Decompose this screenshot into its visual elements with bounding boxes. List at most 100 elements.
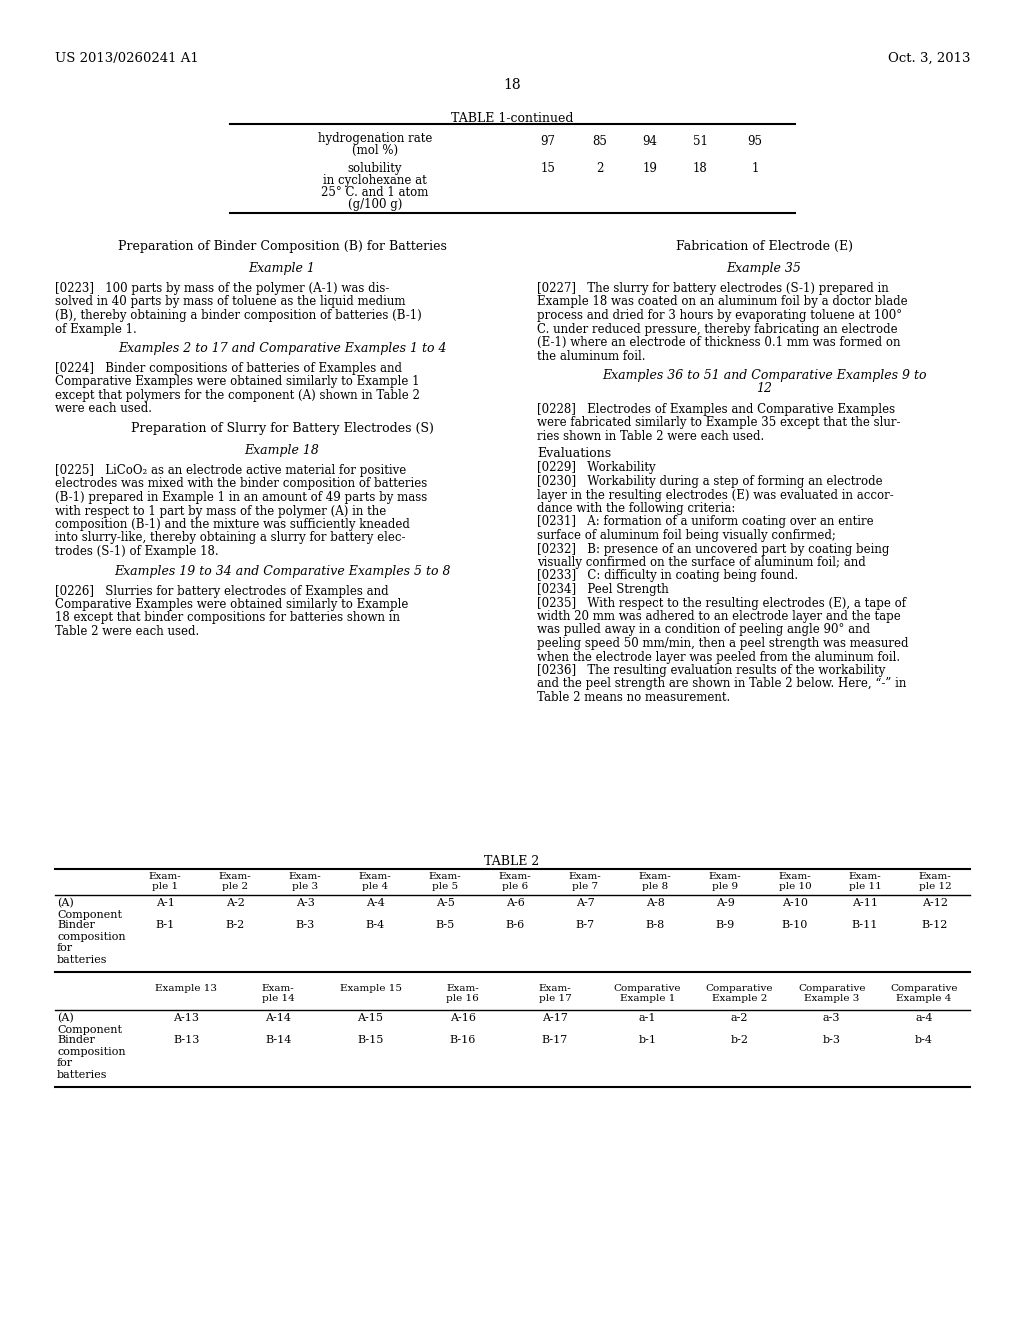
Text: A-12: A-12	[922, 898, 948, 908]
Text: b-1: b-1	[638, 1035, 656, 1045]
Text: Comparative
Example 4: Comparative Example 4	[890, 983, 957, 1003]
Text: peeling speed 50 mm/min, then a peel strength was measured: peeling speed 50 mm/min, then a peel str…	[537, 638, 908, 649]
Text: (mol %): (mol %)	[352, 144, 398, 157]
Text: A-6: A-6	[506, 898, 524, 908]
Text: Exam-
ple 2: Exam- ple 2	[219, 873, 251, 891]
Text: (B-1) prepared in Example 1 in an amount of 49 parts by mass: (B-1) prepared in Example 1 in an amount…	[55, 491, 427, 504]
Text: 19: 19	[643, 162, 657, 176]
Text: of Example 1.: of Example 1.	[55, 322, 137, 335]
Text: (E-1) where an electrode of thickness 0.1 mm was formed on: (E-1) where an electrode of thickness 0.…	[537, 337, 900, 348]
Text: Table 2 means no measurement.: Table 2 means no measurement.	[537, 690, 730, 704]
Text: [0232]   B: presence of an uncovered part by coating being: [0232] B: presence of an uncovered part …	[537, 543, 890, 556]
Text: [0233]   C: difficulty in coating being found.: [0233] C: difficulty in coating being fo…	[537, 569, 798, 582]
Text: 18: 18	[692, 162, 708, 176]
Text: Binder
composition
for
batteries: Binder composition for batteries	[57, 1035, 126, 1080]
Text: a-2: a-2	[731, 1012, 749, 1023]
Text: 97: 97	[541, 135, 555, 148]
Text: 25° C. and 1 atom: 25° C. and 1 atom	[322, 186, 429, 199]
Text: trodes (S-1) of Example 18.: trodes (S-1) of Example 18.	[55, 545, 219, 558]
Text: Comparative
Example 1: Comparative Example 1	[613, 983, 681, 1003]
Text: A-1: A-1	[156, 898, 174, 908]
Text: Exam-
ple 3: Exam- ple 3	[289, 873, 322, 891]
Text: A-3: A-3	[296, 898, 314, 908]
Text: 51: 51	[692, 135, 708, 148]
Text: Comparative
Example 3: Comparative Example 3	[798, 983, 865, 1003]
Text: Preparation of Slurry for Battery Electrodes (S): Preparation of Slurry for Battery Electr…	[131, 422, 433, 436]
Text: 12: 12	[756, 383, 772, 396]
Text: (A)
Component: (A) Component	[57, 1012, 122, 1035]
Text: A-4: A-4	[366, 898, 384, 908]
Text: B-10: B-10	[781, 920, 808, 931]
Text: b-3: b-3	[822, 1035, 841, 1045]
Text: Evaluations: Evaluations	[537, 447, 611, 459]
Text: B-1: B-1	[156, 920, 175, 931]
Text: A-14: A-14	[265, 1012, 292, 1023]
Text: Exam-
ple 17: Exam- ple 17	[539, 983, 571, 1003]
Text: B-16: B-16	[450, 1035, 476, 1045]
Text: 1: 1	[752, 162, 759, 176]
Text: a-3: a-3	[823, 1012, 841, 1023]
Text: Example 15: Example 15	[340, 983, 401, 993]
Text: into slurry-like, thereby obtaining a slurry for battery elec-: into slurry-like, thereby obtaining a sl…	[55, 532, 406, 544]
Text: TABLE 1-continued: TABLE 1-continued	[451, 112, 573, 125]
Text: [0229]   Workability: [0229] Workability	[537, 462, 655, 474]
Text: Preparation of Binder Composition (B) for Batteries: Preparation of Binder Composition (B) fo…	[118, 240, 446, 253]
Text: (A)
Component: (A) Component	[57, 898, 122, 920]
Text: Exam-
ple 1: Exam- ple 1	[148, 873, 181, 891]
Text: Exam-
ple 11: Exam- ple 11	[849, 873, 882, 891]
Text: Exam-
ple 8: Exam- ple 8	[639, 873, 672, 891]
Text: and the peel strength are shown in Table 2 below. Here, “-” in: and the peel strength are shown in Table…	[537, 677, 906, 690]
Text: US 2013/0260241 A1: US 2013/0260241 A1	[55, 51, 199, 65]
Text: 2: 2	[596, 162, 604, 176]
Text: a-4: a-4	[915, 1012, 933, 1023]
Text: Exam-
ple 9: Exam- ple 9	[709, 873, 741, 891]
Text: visually confirmed on the surface of aluminum foil; and: visually confirmed on the surface of alu…	[537, 556, 865, 569]
Text: Exam-
ple 14: Exam- ple 14	[262, 983, 295, 1003]
Text: were fabricated similarly to Example 35 except that the slur-: were fabricated similarly to Example 35 …	[537, 416, 900, 429]
Text: b-2: b-2	[730, 1035, 749, 1045]
Text: Examples 19 to 34 and Comparative Examples 5 to 8: Examples 19 to 34 and Comparative Exampl…	[114, 565, 451, 578]
Text: A-2: A-2	[225, 898, 245, 908]
Text: Example 18 was coated on an aluminum foil by a doctor blade: Example 18 was coated on an aluminum foi…	[537, 296, 907, 309]
Text: Table 2 were each used.: Table 2 were each used.	[55, 624, 200, 638]
Text: B-14: B-14	[265, 1035, 292, 1045]
Text: Exam-
ple 6: Exam- ple 6	[499, 873, 531, 891]
Text: B-2: B-2	[225, 920, 245, 931]
Text: B-9: B-9	[716, 920, 734, 931]
Text: dance with the following criteria:: dance with the following criteria:	[537, 502, 735, 515]
Text: B-13: B-13	[173, 1035, 200, 1045]
Text: [0236]   The resulting evaluation results of the workability: [0236] The resulting evaluation results …	[537, 664, 886, 677]
Text: B-6: B-6	[506, 920, 524, 931]
Text: A-11: A-11	[852, 898, 878, 908]
Text: [0227]   The slurry for battery electrodes (S-1) prepared in: [0227] The slurry for battery electrodes…	[537, 282, 889, 294]
Text: A-9: A-9	[716, 898, 734, 908]
Text: B-3: B-3	[295, 920, 314, 931]
Text: [0226]   Slurries for battery electrodes of Examples and: [0226] Slurries for battery electrodes o…	[55, 585, 389, 598]
Text: Exam-
ple 12: Exam- ple 12	[919, 873, 951, 891]
Text: Exam-
ple 10: Exam- ple 10	[778, 873, 811, 891]
Text: solved in 40 parts by mass of toluene as the liquid medium: solved in 40 parts by mass of toluene as…	[55, 296, 406, 309]
Text: 94: 94	[642, 135, 657, 148]
Text: Example 1: Example 1	[249, 261, 315, 275]
Text: were each used.: were each used.	[55, 403, 152, 416]
Text: Oct. 3, 2013: Oct. 3, 2013	[888, 51, 970, 65]
Text: except that polymers for the component (A) shown in Table 2: except that polymers for the component (…	[55, 389, 420, 403]
Text: A-7: A-7	[575, 898, 594, 908]
Text: [0224]   Binder compositions of batteries of Examples and: [0224] Binder compositions of batteries …	[55, 362, 402, 375]
Text: A-8: A-8	[645, 898, 665, 908]
Text: A-5: A-5	[435, 898, 455, 908]
Text: A-13: A-13	[173, 1012, 199, 1023]
Text: composition (B-1) and the mixture was sufficiently kneaded: composition (B-1) and the mixture was su…	[55, 517, 410, 531]
Text: B-7: B-7	[575, 920, 595, 931]
Text: was pulled away in a condition of peeling angle 90° and: was pulled away in a condition of peelin…	[537, 623, 870, 636]
Text: B-17: B-17	[542, 1035, 568, 1045]
Text: width 20 mm was adhered to an electrode layer and the tape: width 20 mm was adhered to an electrode …	[537, 610, 901, 623]
Text: when the electrode layer was peeled from the aluminum foil.: when the electrode layer was peeled from…	[537, 651, 900, 664]
Text: solubility: solubility	[348, 162, 402, 176]
Text: [0231]   A: formation of a uniform coating over an entire: [0231] A: formation of a uniform coating…	[537, 516, 873, 528]
Text: Comparative
Example 2: Comparative Example 2	[706, 983, 773, 1003]
Text: 15: 15	[541, 162, 555, 176]
Text: Exam-
ple 16: Exam- ple 16	[446, 983, 479, 1003]
Text: Example 18: Example 18	[245, 444, 319, 457]
Text: electrodes was mixed with the binder composition of batteries: electrodes was mixed with the binder com…	[55, 478, 427, 491]
